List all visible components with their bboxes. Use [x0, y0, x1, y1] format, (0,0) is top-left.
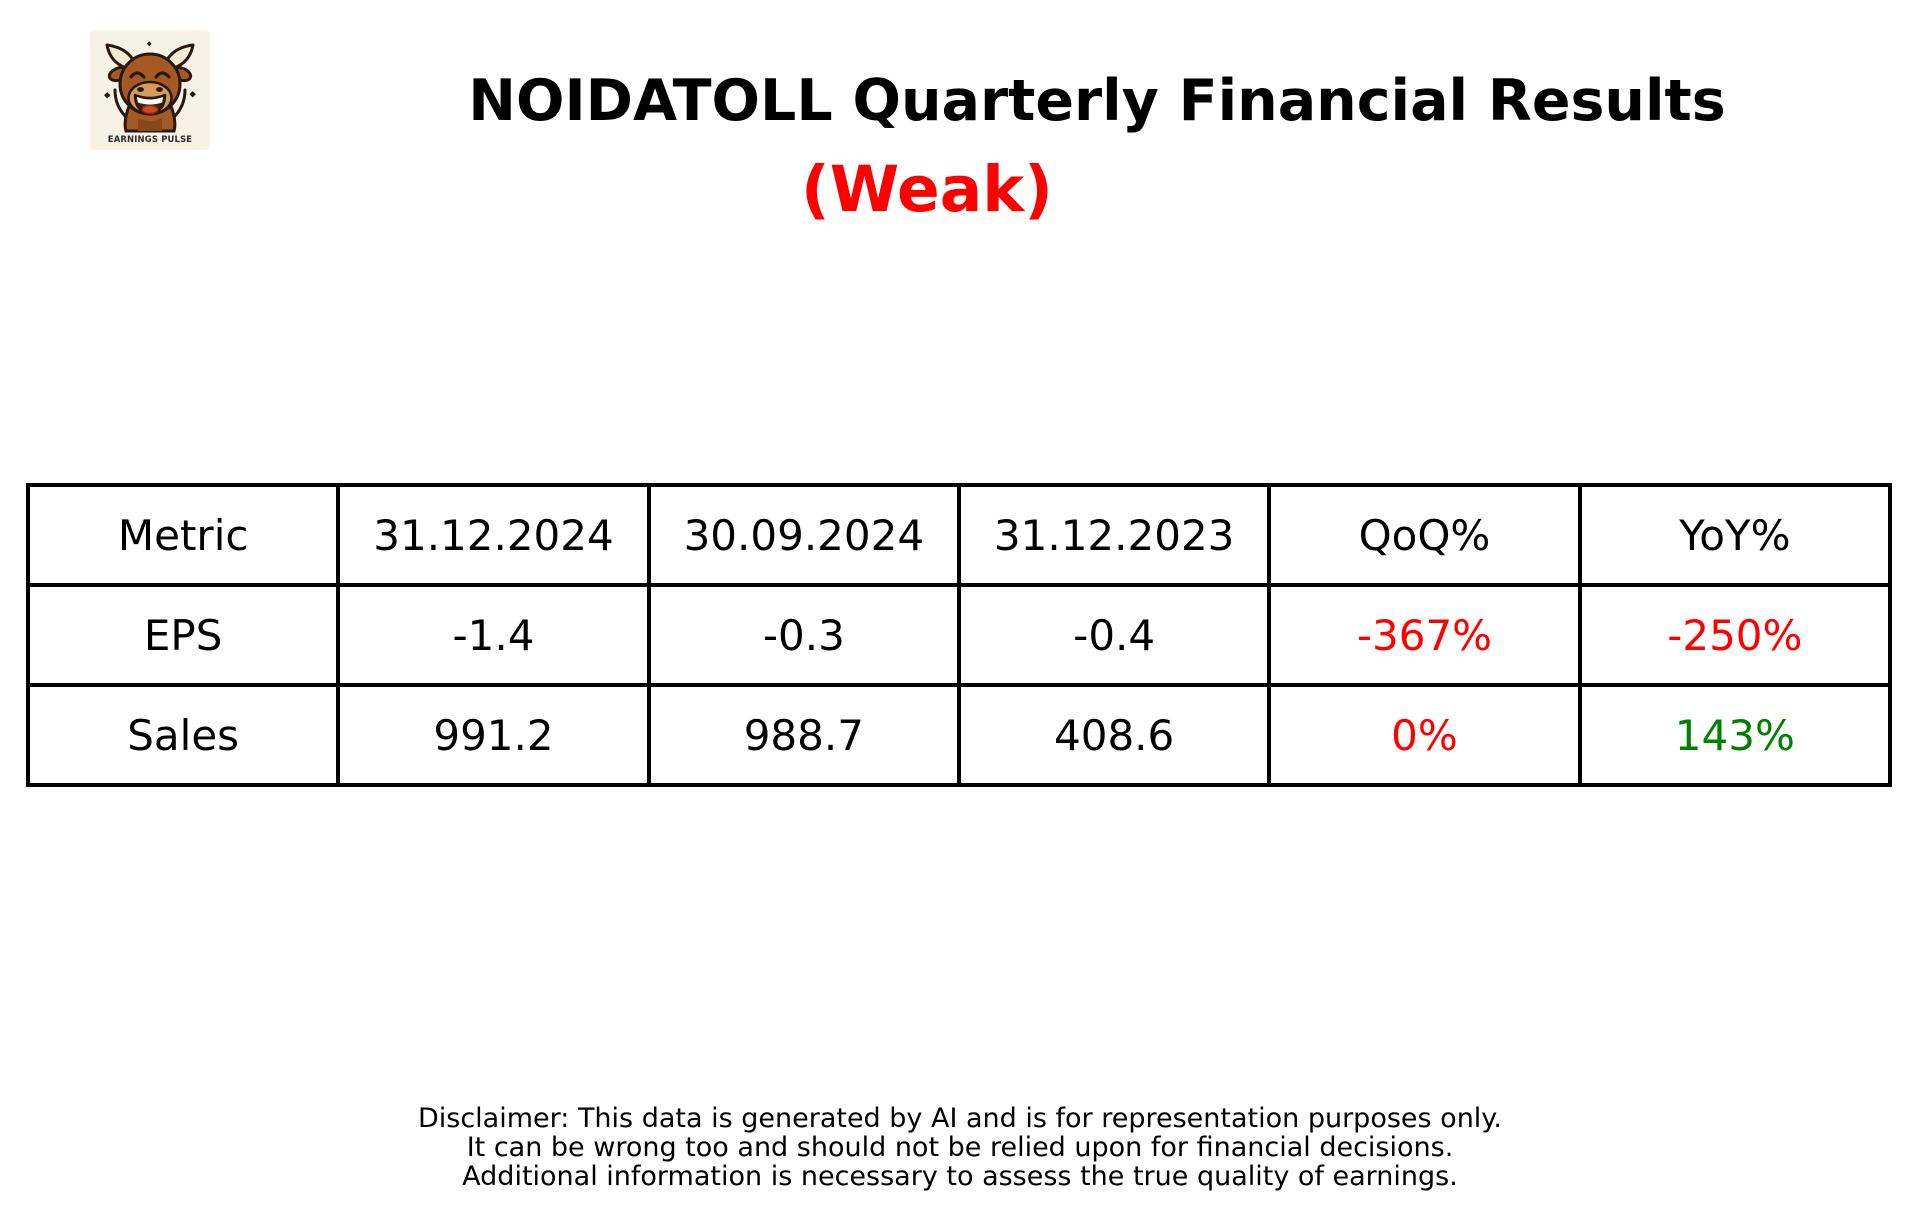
logo-caption: EARNINGS PULSE: [108, 134, 193, 144]
verdict-label: (Weak): [801, 153, 1053, 226]
eps-qoq-pct: -367%: [1267, 583, 1582, 687]
disclaimer-line-3: Additional information is necessary to a…: [462, 1161, 1458, 1192]
header-31-12-2024: 31.12.2024: [336, 483, 651, 587]
sales-yoy-pct: 143%: [1577, 683, 1893, 787]
table-header-row: Metric 31.12.2024 30.09.2024 31.12.2023 …: [25, 483, 1893, 587]
sales-metric-cell: Sales: [25, 683, 341, 787]
logo: EARNINGS PULSE: [90, 30, 210, 150]
header-yoy-pct: YoY%: [1577, 483, 1893, 587]
bull-mascot-icon: EARNINGS PULSE: [90, 30, 210, 150]
sales-q-current: 991.2: [336, 683, 651, 787]
financials-table-container: Metric 31.12.2024 30.09.2024 31.12.2023 …: [25, 483, 1893, 787]
table-row-eps: EPS -1.4 -0.3 -0.4 -367% -250%: [25, 583, 1893, 687]
header-31-12-2023: 31.12.2023: [956, 483, 1272, 587]
disclaimer-line-2: It can be wrong too and should not be re…: [466, 1132, 1454, 1163]
eps-metric-cell: EPS: [25, 583, 341, 687]
eps-yoy-pct: -250%: [1577, 583, 1893, 687]
table-row-sales: Sales 991.2 988.7 408.6 0% 143%: [25, 683, 1893, 787]
eps-q-yearago: -0.4: [956, 583, 1272, 687]
header-30-09-2024: 30.09.2024: [646, 483, 961, 587]
eps-q-current: -1.4: [336, 583, 651, 687]
disclaimer-line-1: Disclaimer: This data is generated by AI…: [417, 1103, 1503, 1134]
header-qoq-pct: QoQ%: [1267, 483, 1582, 587]
sales-q-previous: 988.7: [646, 683, 961, 787]
financials-table: Metric 31.12.2024 30.09.2024 31.12.2023 …: [25, 483, 1893, 787]
eps-q-previous: -0.3: [646, 583, 961, 687]
header-metric: Metric: [25, 483, 341, 587]
page-title: NOIDATOLL Quarterly Financial Results: [468, 68, 1726, 135]
disclaimer: Disclaimer: This data is generated by AI…: [418, 1104, 1502, 1191]
sales-q-yearago: 408.6: [956, 683, 1272, 787]
sales-qoq-pct: 0%: [1267, 683, 1582, 787]
